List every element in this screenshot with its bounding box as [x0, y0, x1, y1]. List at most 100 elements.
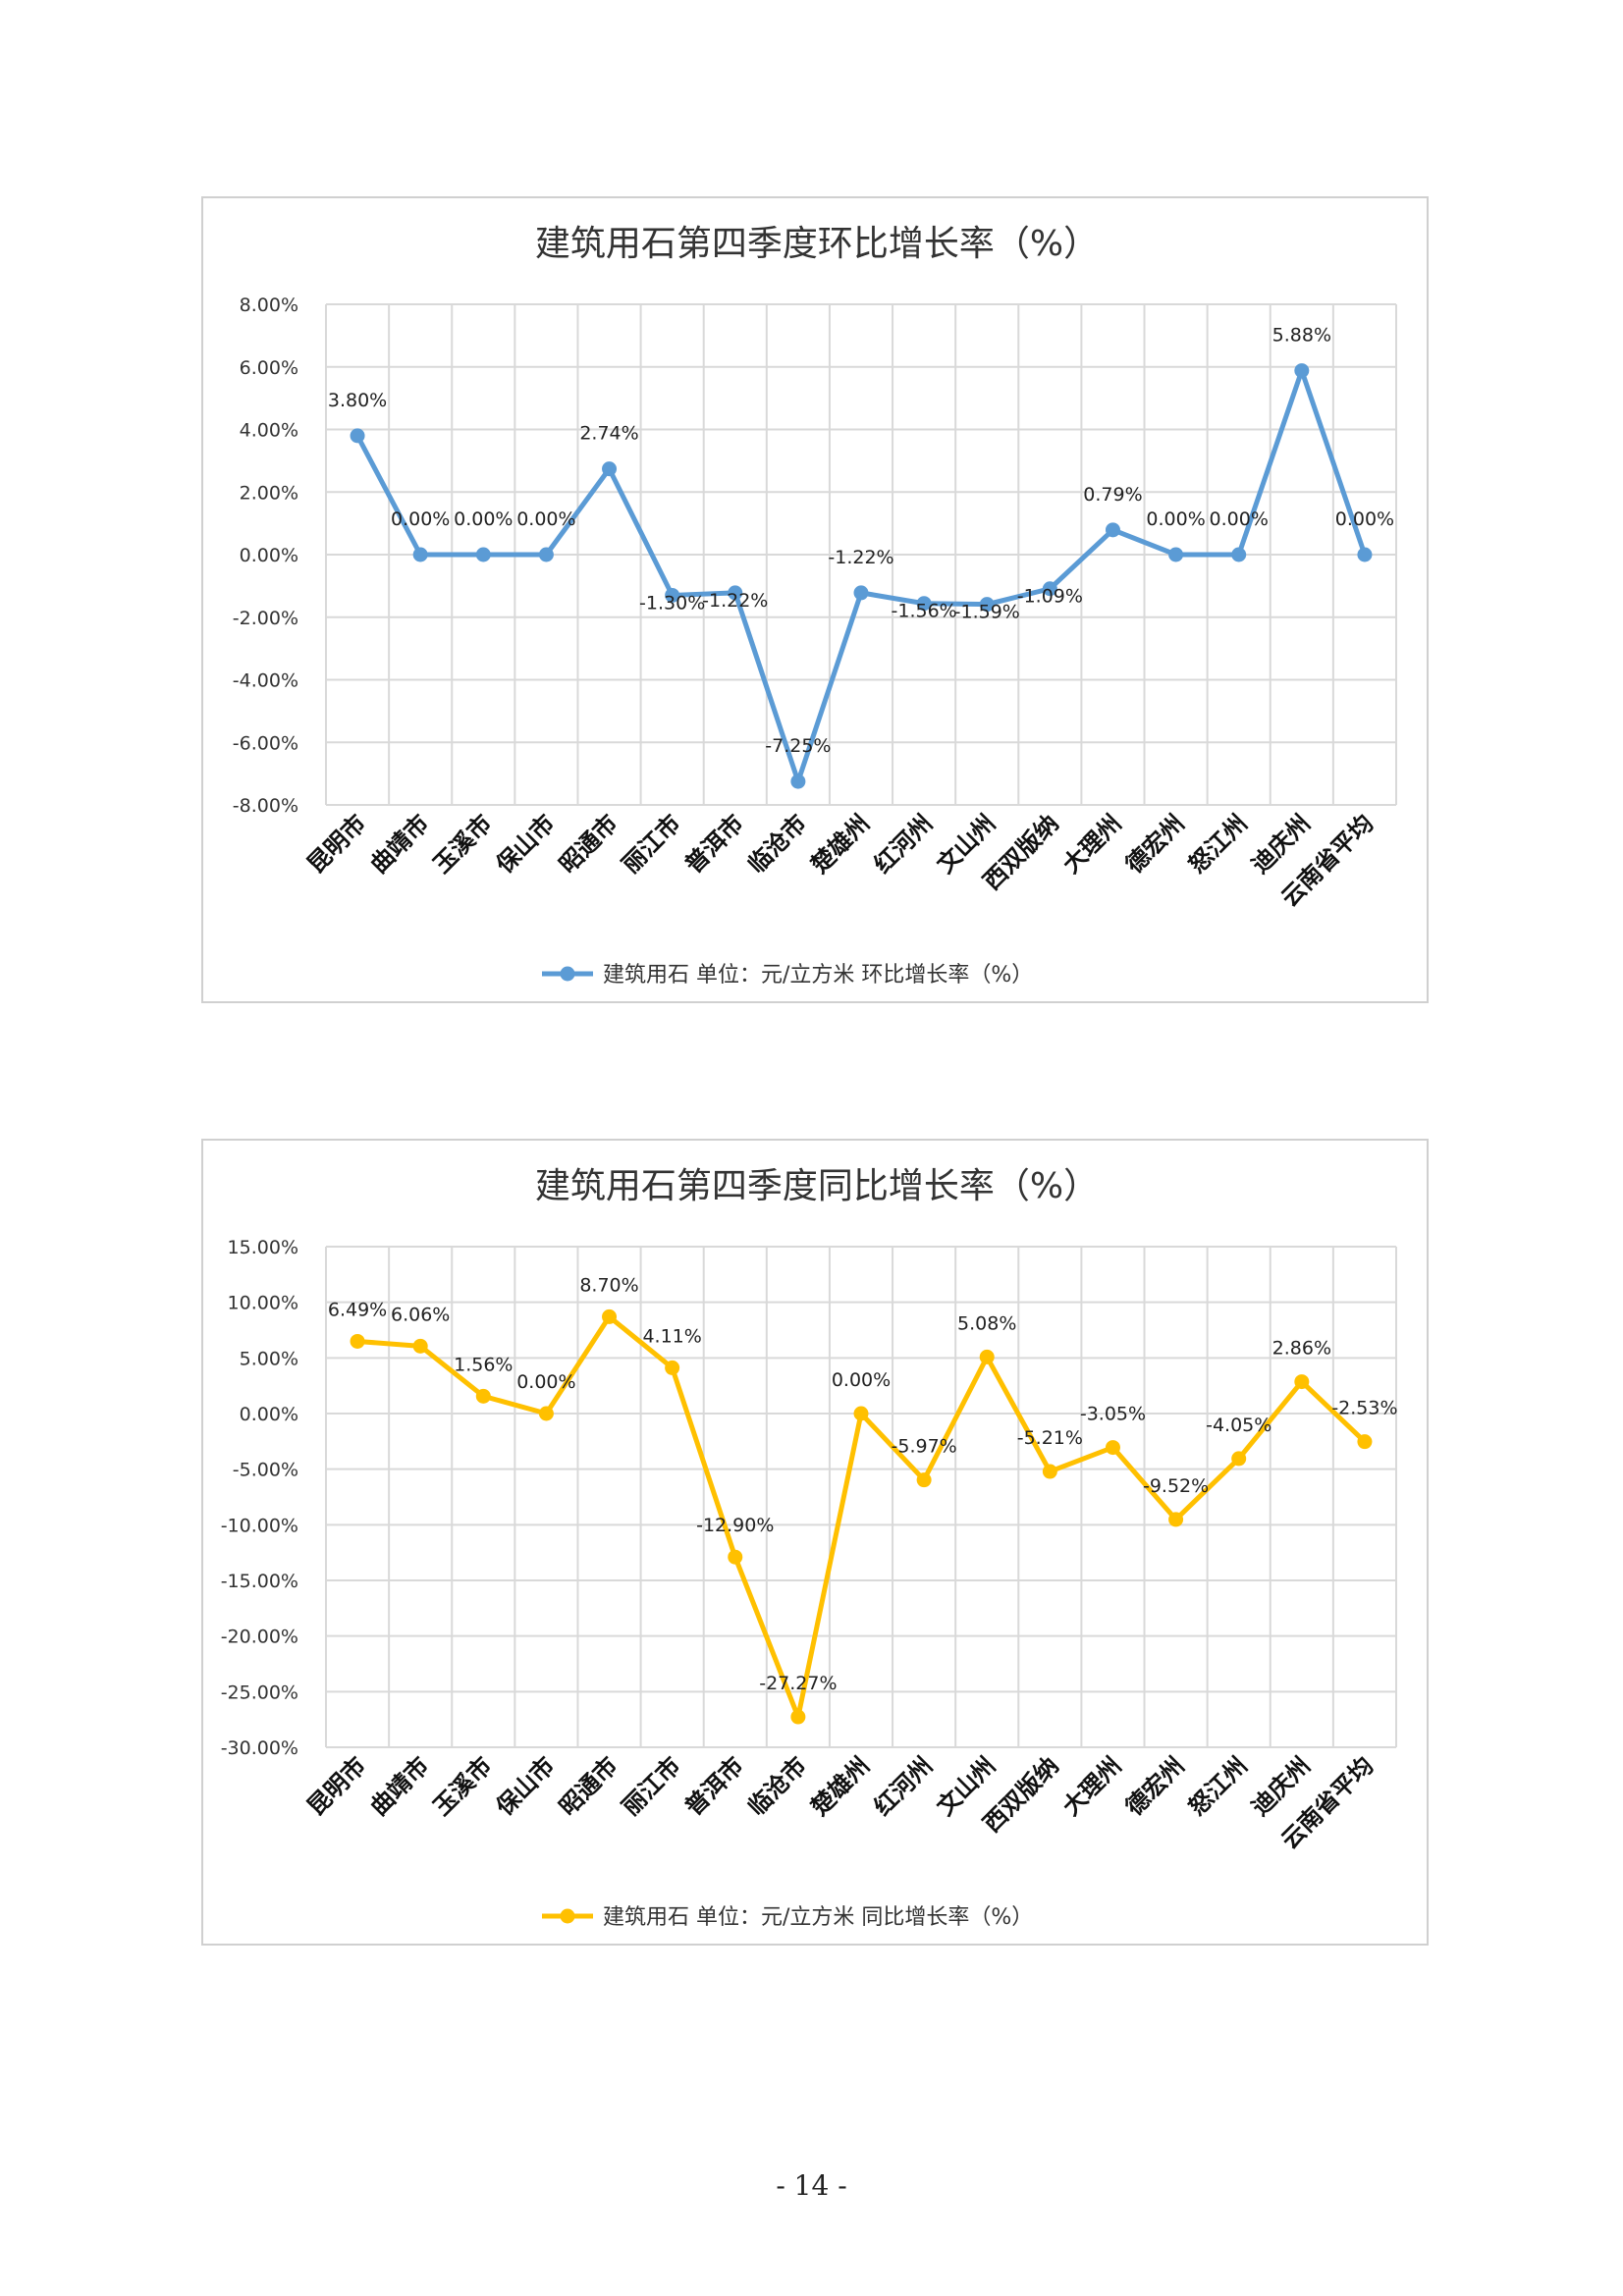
- data-point: [350, 428, 365, 444]
- y-tick-label: 8.00%: [240, 294, 298, 316]
- x-category-label: 普洱市: [679, 809, 749, 879]
- data-label: 6.49%: [328, 1299, 387, 1320]
- data-label: 2.86%: [1272, 1338, 1331, 1360]
- x-category-label: 红河州: [869, 809, 939, 879]
- data-point: [728, 585, 743, 601]
- data-label: -7.25%: [765, 735, 831, 757]
- x-category-label: 保山市: [490, 1751, 560, 1821]
- data-point: [790, 1709, 806, 1725]
- data-point: [1105, 522, 1120, 538]
- x-category-label: 玉溪市: [428, 1751, 498, 1821]
- data-point: [790, 774, 806, 789]
- data-point: [853, 1406, 869, 1421]
- y-tick-label: -10.00%: [221, 1515, 298, 1536]
- data-point: [1294, 363, 1310, 379]
- data-point: [538, 547, 554, 562]
- data-label: 0.00%: [516, 1371, 575, 1393]
- data-label: -5.21%: [1017, 1427, 1083, 1449]
- yoy-growth-chart: 建筑用石第四季度同比增长率（%） 15.00% 10.00% 5.00% 0.00% -5…: [201, 1139, 1429, 1946]
- x-category-label: 曲靖市: [365, 809, 435, 879]
- data-label: -1.22%: [702, 590, 768, 612]
- x-category-label: 曲靖市: [365, 1751, 435, 1821]
- y-tick-label: 0.00%: [240, 1404, 298, 1425]
- data-point: [538, 1406, 554, 1421]
- data-point: [916, 596, 932, 612]
- data-label: -27.27%: [759, 1673, 837, 1694]
- data-label: 0.00%: [1335, 508, 1394, 530]
- data-label: 0.00%: [832, 1369, 891, 1391]
- y-tick-label: 10.00%: [228, 1293, 298, 1314]
- data-label: -1.56%: [892, 601, 957, 622]
- chart-title: 建筑用石第四季度环比增长率（%）: [535, 224, 1099, 264]
- data-point: [1231, 1451, 1247, 1467]
- yoy-growth-chart-svg: 建筑用石第四季度同比增长率（%） 15.00% 10.00% 5.00% 0.00% -5…: [221, 1166, 1398, 1930]
- x-category-label: 保山市: [490, 809, 560, 879]
- data-label: -5.97%: [892, 1436, 957, 1458]
- data-point: [412, 547, 428, 562]
- data-label: 0.00%: [516, 508, 575, 530]
- data-label: 4.11%: [642, 1325, 701, 1347]
- data-label: 0.00%: [1210, 508, 1269, 530]
- data-point: [1168, 547, 1184, 562]
- data-point: [350, 1333, 365, 1349]
- y-tick-label: -15.00%: [221, 1571, 298, 1592]
- data-label: 3.80%: [328, 390, 387, 411]
- data-label: -4.05%: [1206, 1415, 1271, 1436]
- y-tick-label: -5.00%: [233, 1460, 298, 1481]
- y-tick-label: 4.00%: [240, 420, 298, 442]
- x-category-label: 临沧市: [742, 809, 812, 879]
- data-label: -2.53%: [1331, 1398, 1397, 1419]
- data-label: 6.06%: [391, 1304, 450, 1325]
- data-point: [979, 1349, 995, 1364]
- x-category-label: 德宏州: [1120, 1751, 1190, 1821]
- x-category-label: 昭通市: [554, 1751, 623, 1821]
- x-category-label: 红河州: [869, 1751, 939, 1821]
- x-category-label: 昆明市: [302, 1751, 372, 1821]
- data-point: [1294, 1374, 1310, 1390]
- data-point: [1357, 1434, 1373, 1450]
- data-point: [1168, 1512, 1184, 1527]
- mom-growth-chart-svg: 建筑用石第四季度环比增长率（%） 8.00% 6.00% 4.00% 2.00% 0.00…: [233, 224, 1397, 988]
- series-line: [354, 368, 1368, 784]
- data-label: 0.00%: [1146, 508, 1205, 530]
- x-category-label: 临沧市: [742, 1751, 812, 1821]
- x-category-label: 昆明市: [302, 809, 372, 879]
- data-label: 1.56%: [454, 1354, 513, 1375]
- y-tick-label: -8.00%: [233, 795, 298, 817]
- legend-label: 建筑用石 单位：元/立方米 环比增长率（%）: [603, 963, 1033, 988]
- y-tick-label: 2.00%: [240, 482, 298, 504]
- y-tick-label: -6.00%: [233, 732, 298, 754]
- y-tick-label: 5.00%: [240, 1348, 298, 1369]
- x-category-label: 大理州: [1057, 809, 1127, 879]
- page-number: - 14 -: [776, 2169, 847, 2202]
- data-label: 0.79%: [1083, 484, 1142, 506]
- data-point: [475, 1388, 491, 1404]
- data-point: [1042, 581, 1057, 597]
- legend-label: 建筑用石 单位：元/立方米 同比增长率（%）: [603, 1905, 1033, 1930]
- data-point: [728, 1549, 743, 1565]
- x-category-label: 丽江市: [617, 1751, 686, 1821]
- y-tick-label: 6.00%: [240, 357, 298, 379]
- data-label: 0.00%: [391, 508, 450, 530]
- data-label: -9.52%: [1143, 1475, 1209, 1497]
- data-point: [1357, 547, 1373, 562]
- y-tick-label: 0.00%: [240, 545, 298, 566]
- x-category-label: 怒江州: [1183, 1751, 1253, 1821]
- x-category-label: 德宏州: [1120, 809, 1190, 879]
- data-label: 2.74%: [579, 423, 638, 445]
- y-tick-label: -20.00%: [221, 1627, 298, 1648]
- data-label: 5.88%: [1272, 325, 1331, 347]
- y-tick-label: -30.00%: [221, 1737, 298, 1759]
- data-point: [665, 1360, 680, 1375]
- legend-marker: [560, 1908, 575, 1924]
- data-point: [475, 547, 491, 562]
- data-label: -1.22%: [828, 547, 893, 568]
- data-label: -1.09%: [1017, 586, 1083, 608]
- data-label: 8.70%: [579, 1274, 638, 1296]
- data-label: -1.30%: [639, 592, 705, 614]
- data-point: [602, 1308, 618, 1324]
- x-category-label: 玉溪市: [428, 809, 498, 879]
- data-label: -12.90%: [696, 1515, 774, 1536]
- data-point: [602, 461, 618, 477]
- y-tick-label: 15.00%: [228, 1237, 298, 1258]
